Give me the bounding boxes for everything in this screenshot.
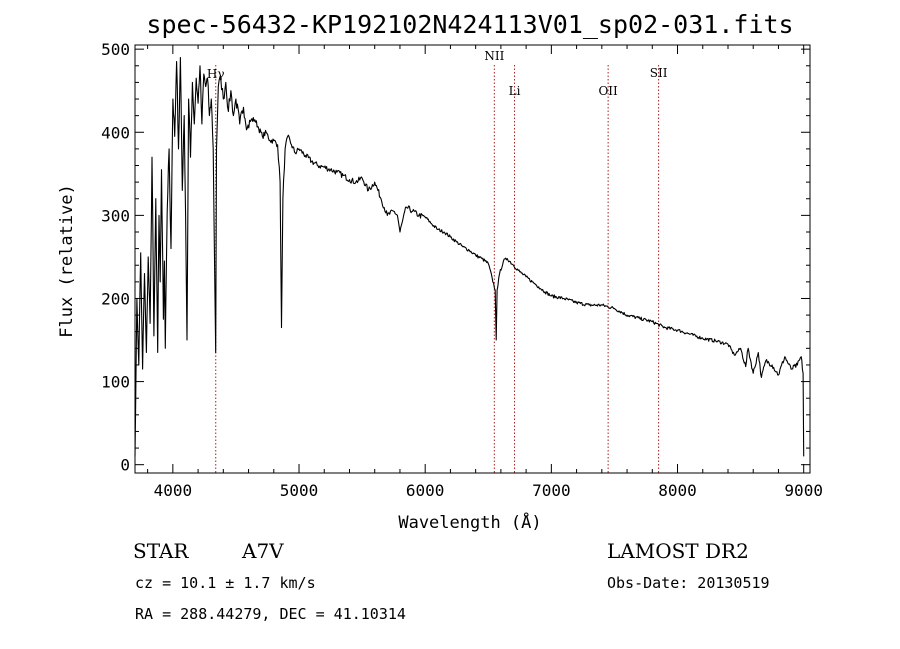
- reference-line-label: OII: [598, 84, 618, 98]
- x-tick-label: 5000: [280, 481, 319, 500]
- x-tick-label: 6000: [406, 481, 445, 500]
- x-axis-title: Wavelength (Å): [398, 511, 541, 533]
- y-tick-label: 300: [101, 206, 130, 225]
- x-tick-label: 4000: [154, 481, 193, 500]
- x-tick-label: 8000: [658, 481, 697, 500]
- reference-lines: Hγ NII Li OII SII: [207, 49, 668, 473]
- chart-title: spec-56432-KP192102N424113V01_sp02-031.f…: [146, 10, 793, 39]
- spectrum-line: [134, 56, 805, 457]
- obs-date: Obs-Date: 20130519: [607, 574, 770, 592]
- survey-name: LAMOST DR2: [607, 539, 749, 563]
- coordinates: RA = 288.44279, DEC = 41.10314: [135, 605, 406, 623]
- reference-line-label: Hγ: [207, 67, 225, 81]
- y-axis-title: Flux (relative): [57, 184, 77, 338]
- subclass: A7V: [241, 539, 284, 563]
- y-tick-label: 0: [120, 456, 130, 475]
- y-tick-label: 400: [101, 123, 130, 142]
- object-type: STAR: [133, 539, 189, 563]
- reference-line-label: SII: [650, 66, 668, 80]
- y-tick-label: 500: [101, 40, 130, 59]
- x-tick-label: 7000: [532, 481, 571, 500]
- redshift-cz: cz = 10.1 ± 1.7 km/s: [135, 574, 316, 592]
- axis-ticks: [135, 45, 810, 473]
- y-tick-label: 200: [101, 289, 130, 308]
- x-tick-label: 9000: [784, 481, 823, 500]
- reference-line-label: NII: [484, 49, 504, 63]
- reference-line-label: Li: [509, 84, 521, 98]
- tick-labels: 4000 5000 6000 7000 8000 9000 0 100 200 300 400 500: [101, 40, 823, 500]
- plot-frame: [134, 44, 811, 474]
- y-tick-label: 100: [101, 373, 130, 392]
